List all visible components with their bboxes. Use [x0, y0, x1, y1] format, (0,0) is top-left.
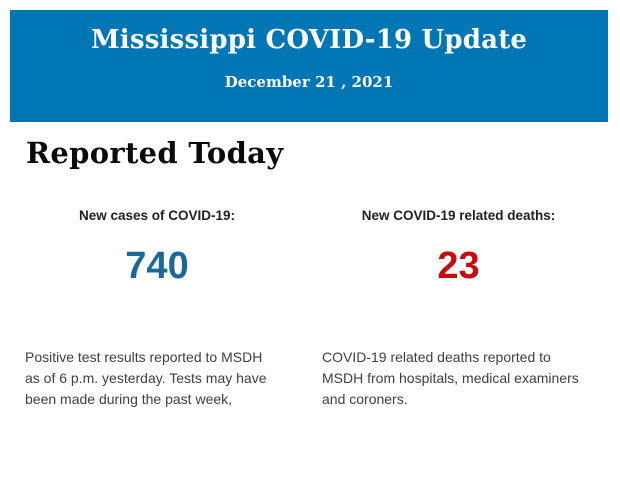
- new-cases-label: New cases of COVID-19:: [78, 208, 236, 223]
- header-banner: Mississippi COVID-19 Update December 21 …: [10, 10, 608, 122]
- section-heading: Reported Today: [26, 136, 284, 170]
- new-deaths-description: COVID-19 related deaths reported to MSDH…: [322, 349, 579, 407]
- banner-date: December 21 , 2021: [224, 73, 394, 92]
- new-deaths-value: 23: [437, 245, 480, 287]
- new-cases-value: 740: [125, 245, 189, 287]
- stat-column-new-cases: New cases of COVID-19: 740 Positive test…: [25, 208, 289, 410]
- new-deaths-label: New COVID-19 related deaths:: [361, 208, 556, 223]
- banner-title: Mississippi COVID-19 Update: [90, 25, 528, 55]
- new-cases-description: Positive test results reported to MSDH a…: [25, 349, 267, 407]
- stat-column-new-deaths: New COVID-19 related deaths: 23 COVID-19…: [322, 208, 595, 410]
